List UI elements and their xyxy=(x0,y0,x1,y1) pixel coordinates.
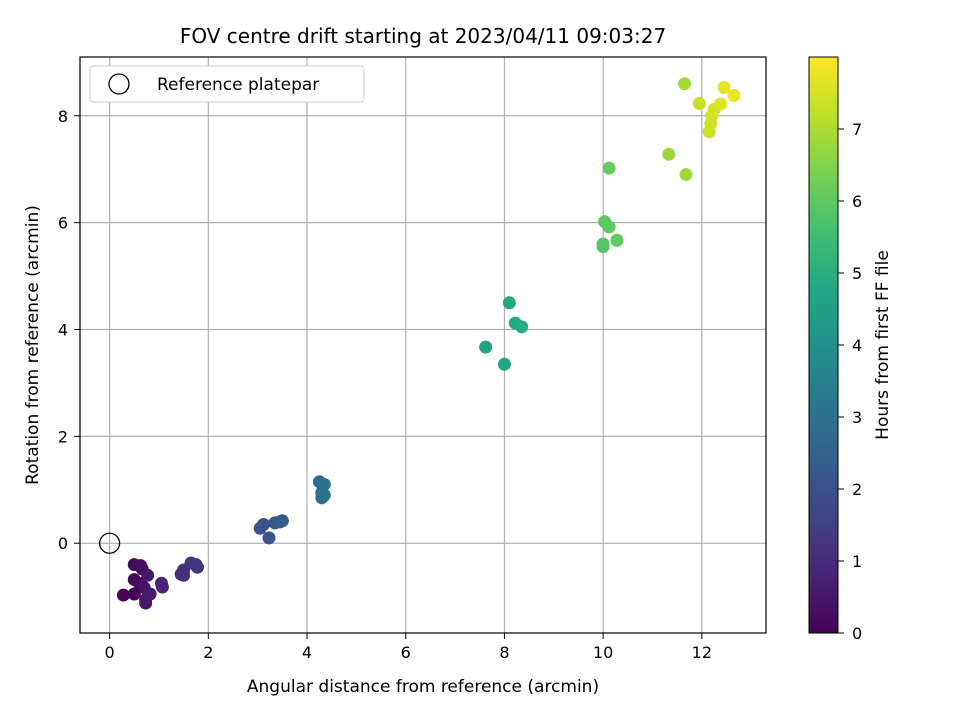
data-point xyxy=(602,220,616,234)
x-tick-label: 6 xyxy=(401,643,411,662)
data-point xyxy=(610,233,624,247)
data-point xyxy=(717,80,731,94)
y-axis-ticks: 0 2 4 6 8 xyxy=(58,107,80,553)
y-tick-label: 2 xyxy=(58,427,68,446)
data-point xyxy=(257,518,271,532)
x-axis-label: Angular distance from reference (arcmin) xyxy=(247,677,599,697)
data-point xyxy=(479,340,493,354)
data-point xyxy=(502,296,516,310)
colorbar-tick-label: 6 xyxy=(852,192,862,211)
data-point xyxy=(116,588,130,602)
legend: Reference platepar xyxy=(89,65,365,103)
data-point xyxy=(714,97,728,111)
data-point xyxy=(678,77,692,91)
reference-point xyxy=(98,532,121,554)
data-point xyxy=(177,568,191,582)
colorbar-tick-label: 1 xyxy=(852,552,862,571)
data-point xyxy=(692,96,706,110)
data-point xyxy=(662,147,676,161)
data-points xyxy=(116,77,741,610)
data-point xyxy=(275,514,289,528)
colorbar-ticks: 0 1 2 3 4 5 6 7 xyxy=(838,120,862,643)
colorbar-tick-label: 4 xyxy=(852,336,862,355)
data-point xyxy=(141,568,155,582)
x-tick-label: 10 xyxy=(593,643,613,662)
x-tick-label: 12 xyxy=(692,643,712,662)
data-point xyxy=(143,587,157,601)
data-point xyxy=(127,587,141,601)
x-tick-label: 0 xyxy=(105,643,115,662)
legend-marker xyxy=(108,73,130,95)
y-tick-label: 6 xyxy=(58,214,68,233)
y-tick-label: 0 xyxy=(58,534,68,553)
data-point xyxy=(596,237,610,251)
data-point xyxy=(317,477,331,491)
colorbar-tick-label: 7 xyxy=(852,120,862,139)
x-tick-label: 8 xyxy=(499,643,509,662)
y-axis-label: Rotation from reference (arcmin) xyxy=(23,205,43,485)
legend-entry: Reference platepar xyxy=(157,75,319,95)
x-axis-ticks: 0 2 4 6 8 10 12 xyxy=(105,633,712,662)
data-point xyxy=(317,488,331,502)
colorbar-label: Hours from first FF file xyxy=(873,250,893,440)
colorbar-tick-label: 5 xyxy=(852,264,862,283)
data-point xyxy=(727,88,741,102)
data-point xyxy=(155,580,169,594)
data-point xyxy=(515,320,529,334)
data-point xyxy=(262,531,276,545)
y-tick-label: 4 xyxy=(58,321,68,340)
data-point xyxy=(497,357,511,371)
colorbar-tick-label: 3 xyxy=(852,408,862,427)
colorbar-tick-label: 2 xyxy=(852,480,862,499)
plot-frame xyxy=(79,56,767,634)
chart-title: FOV centre drift starting at 2023/04/11 … xyxy=(180,24,666,48)
x-tick-label: 4 xyxy=(302,643,312,662)
y-tick-label: 8 xyxy=(58,107,68,126)
x-tick-label: 2 xyxy=(203,643,213,662)
colorbar-tick-label: 0 xyxy=(852,624,862,643)
data-point xyxy=(190,560,204,574)
data-point xyxy=(602,161,616,175)
legend-box xyxy=(89,65,365,103)
reference-layer xyxy=(98,532,121,554)
data-point xyxy=(679,168,693,182)
grid-lines xyxy=(80,57,766,633)
colorbar-gradient xyxy=(808,56,839,634)
colorbar: 0 1 2 3 4 5 6 7 Hours from first FF file xyxy=(808,56,893,643)
